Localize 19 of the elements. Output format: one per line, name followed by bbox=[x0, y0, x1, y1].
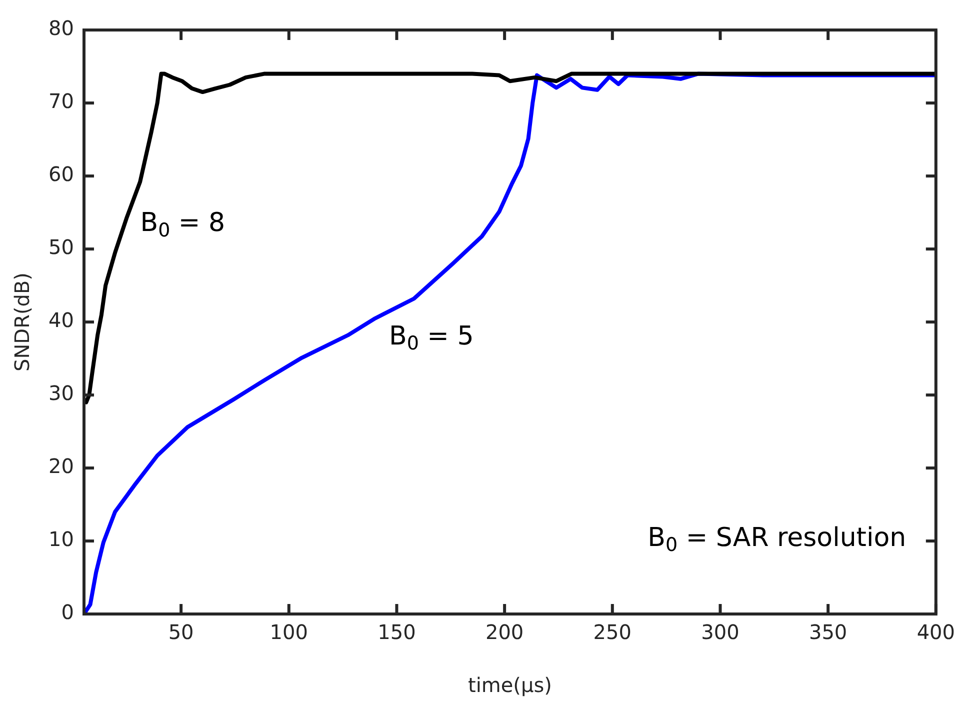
y-axis-title: SNDR(dB) bbox=[10, 272, 34, 372]
x-tick-label: 200 bbox=[485, 620, 524, 644]
y-tick-label: 60 bbox=[48, 162, 74, 186]
y-tick-label: 70 bbox=[48, 89, 74, 114]
x-tick-label: 300 bbox=[701, 620, 740, 644]
y-tick-label: 80 bbox=[48, 16, 74, 40]
x-tick-label: 150 bbox=[378, 620, 416, 644]
y-tick-label: 20 bbox=[48, 454, 74, 478]
x-axis-title: time(μs) bbox=[468, 673, 552, 698]
x-tick-label: 400 bbox=[916, 620, 956, 644]
x-tick-label: 350 bbox=[808, 620, 848, 644]
y-tick-label: 0 bbox=[61, 600, 74, 624]
x-tick-label: 100 bbox=[270, 620, 308, 644]
y-tick-label: 10 bbox=[48, 527, 74, 552]
y-tick-label: 50 bbox=[48, 235, 74, 260]
y-tick-label: 30 bbox=[48, 381, 74, 406]
y-tick-label: 40 bbox=[48, 308, 74, 332]
x-tick-label: 50 bbox=[168, 620, 194, 644]
x-tick-label: 250 bbox=[593, 620, 632, 644]
